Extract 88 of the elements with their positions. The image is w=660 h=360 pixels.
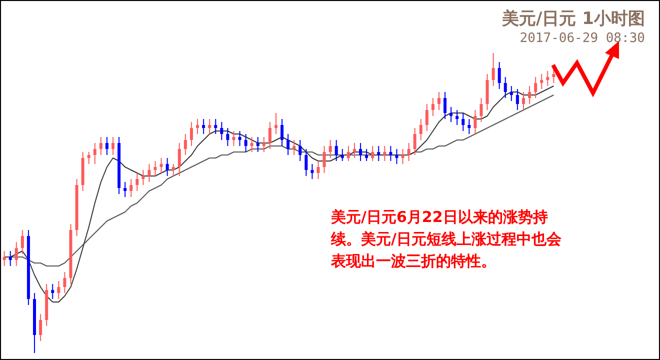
candlestick [389, 146, 392, 162]
candlestick [220, 122, 224, 140]
candlestick [498, 62, 501, 90]
candlestick [172, 164, 175, 176]
candlestick [504, 76, 507, 98]
candlestick [262, 136, 266, 152]
candlestick [395, 148, 398, 164]
candlestick [57, 280, 60, 300]
candlestick [522, 92, 525, 110]
candlestick [178, 142, 181, 176]
candlestick [540, 74, 544, 90]
candlestick [383, 146, 386, 162]
candlestick [286, 134, 290, 156]
candlestick [238, 130, 242, 146]
candlestick [516, 88, 519, 110]
candlestick [322, 146, 326, 174]
candlestick [534, 76, 538, 98]
candlestick [232, 130, 236, 146]
candlestick [8, 250, 12, 266]
candlestick [468, 118, 471, 134]
candlestick [111, 136, 114, 156]
candlestick [250, 136, 254, 152]
candlestick [214, 118, 218, 134]
chart-subtitle: 2017-06-29 08:30 [520, 31, 645, 46]
candlestick [425, 104, 428, 132]
candlestick [298, 140, 302, 162]
candlestick [419, 118, 422, 140]
candlestick [39, 314, 42, 342]
candlestick [244, 134, 248, 152]
candlestick [365, 148, 368, 162]
candlestick [346, 146, 350, 162]
candlestick [130, 178, 133, 198]
candlestick [184, 134, 187, 156]
candlestick [208, 118, 212, 134]
candlestick [226, 128, 230, 146]
candlestick [142, 170, 145, 186]
annotation: 美元/日元6月22日以来的涨势持续。美元/日元短线上涨过程中也会表现出一波三折的特性。 [331, 207, 562, 272]
candlestick [474, 110, 477, 134]
chart-title: 美元/日元 1小时图 [502, 8, 645, 30]
candlestick [196, 118, 199, 134]
candlestick [310, 164, 314, 180]
candlestick [274, 112, 278, 134]
candlestick [431, 98, 434, 116]
candlestick [87, 152, 90, 164]
candlestick [492, 53, 495, 86]
candlestick [202, 118, 206, 134]
candlestick [328, 140, 332, 158]
candlestick [304, 148, 308, 176]
candlestick [190, 122, 193, 146]
candlestick [437, 92, 440, 110]
candlestick [359, 142, 362, 162]
candlestick [510, 86, 513, 102]
candlestick [136, 172, 139, 192]
candlestick [340, 148, 344, 162]
candlestick [160, 158, 163, 174]
candlestick [456, 110, 459, 126]
candlestick [280, 118, 284, 146]
candlestick [407, 142, 410, 162]
candlestick [450, 106, 453, 122]
candlestick [546, 70, 550, 86]
candlestick [371, 146, 374, 162]
candlestick [93, 142, 96, 164]
candlestick [105, 136, 108, 156]
candlestick [401, 148, 404, 164]
candlestick [316, 160, 320, 180]
candlestick [154, 160, 157, 176]
candlestick [334, 140, 338, 162]
candlestick [51, 284, 54, 300]
candlestick [124, 182, 127, 198]
candlestick [14, 242, 18, 266]
candlestick [20, 230, 24, 254]
candlestick [486, 74, 489, 110]
candlestick [292, 140, 296, 156]
candlestick [63, 272, 66, 294]
candlestick [352, 142, 356, 158]
candlestick [480, 98, 483, 122]
candlestick [99, 136, 102, 156]
candlestick [413, 128, 416, 156]
candlestick [462, 112, 465, 132]
candlestick [2, 250, 6, 266]
candlestick [377, 146, 380, 162]
candlestick [444, 92, 447, 120]
candlestick [256, 136, 260, 152]
candlestick [166, 158, 169, 176]
candlestick [268, 122, 272, 150]
candlestick [552, 68, 556, 84]
candlestick [148, 164, 151, 182]
candlestick [528, 86, 532, 104]
